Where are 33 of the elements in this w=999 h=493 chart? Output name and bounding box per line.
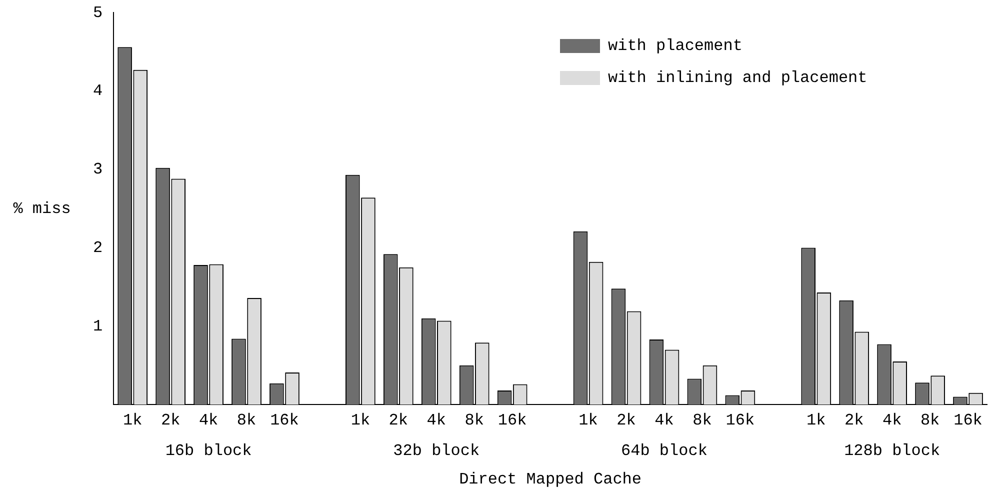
x-tick-label: 8k [920, 411, 940, 430]
x-tick-label: 4k [426, 411, 446, 430]
x-tick-label: 8k [464, 411, 484, 430]
x-tick-label: 8k [236, 411, 256, 430]
x-tick-label: 16k [726, 411, 755, 430]
text: 32b block [393, 442, 480, 460]
legend-label: with inlining and placement [608, 69, 868, 87]
x-tick-label: 2k [844, 411, 864, 430]
x-tick-label: 16k [954, 411, 982, 430]
y-axis-title: % miss [13, 200, 71, 218]
x-tick-label: 2k [388, 411, 408, 430]
x-tick-label: 1k [122, 411, 142, 430]
x-tick-label: 1k [350, 411, 370, 430]
x-axis-title: Direct Mapped Cache [459, 470, 642, 489]
text: 16b block [165, 442, 252, 460]
y-tick-label: 1 [92, 317, 103, 336]
x-tick-label: 2k [616, 411, 636, 430]
y-tick-label: 3 [92, 160, 103, 179]
x-tick-label: 16k [498, 411, 527, 430]
y-tick-label: 5 [92, 4, 103, 22]
x-tick-label: 4k [654, 411, 674, 430]
y-tick-label: 2 [92, 239, 103, 258]
x-tick-label: 4k [198, 411, 218, 430]
text: 128b block [844, 442, 940, 460]
x-tick-label: 16k [270, 411, 299, 430]
x-tick-label: 8k [692, 411, 712, 430]
x-tick-label: 4k [882, 411, 902, 430]
x-tick-label: 1k [578, 411, 598, 430]
x-tick-label: 1k [806, 411, 826, 430]
x-tick-label: 2k [160, 411, 180, 430]
text: 64b block [621, 442, 708, 460]
y-tick-label: 4 [92, 82, 103, 100]
legend-label: with placement [608, 37, 742, 55]
